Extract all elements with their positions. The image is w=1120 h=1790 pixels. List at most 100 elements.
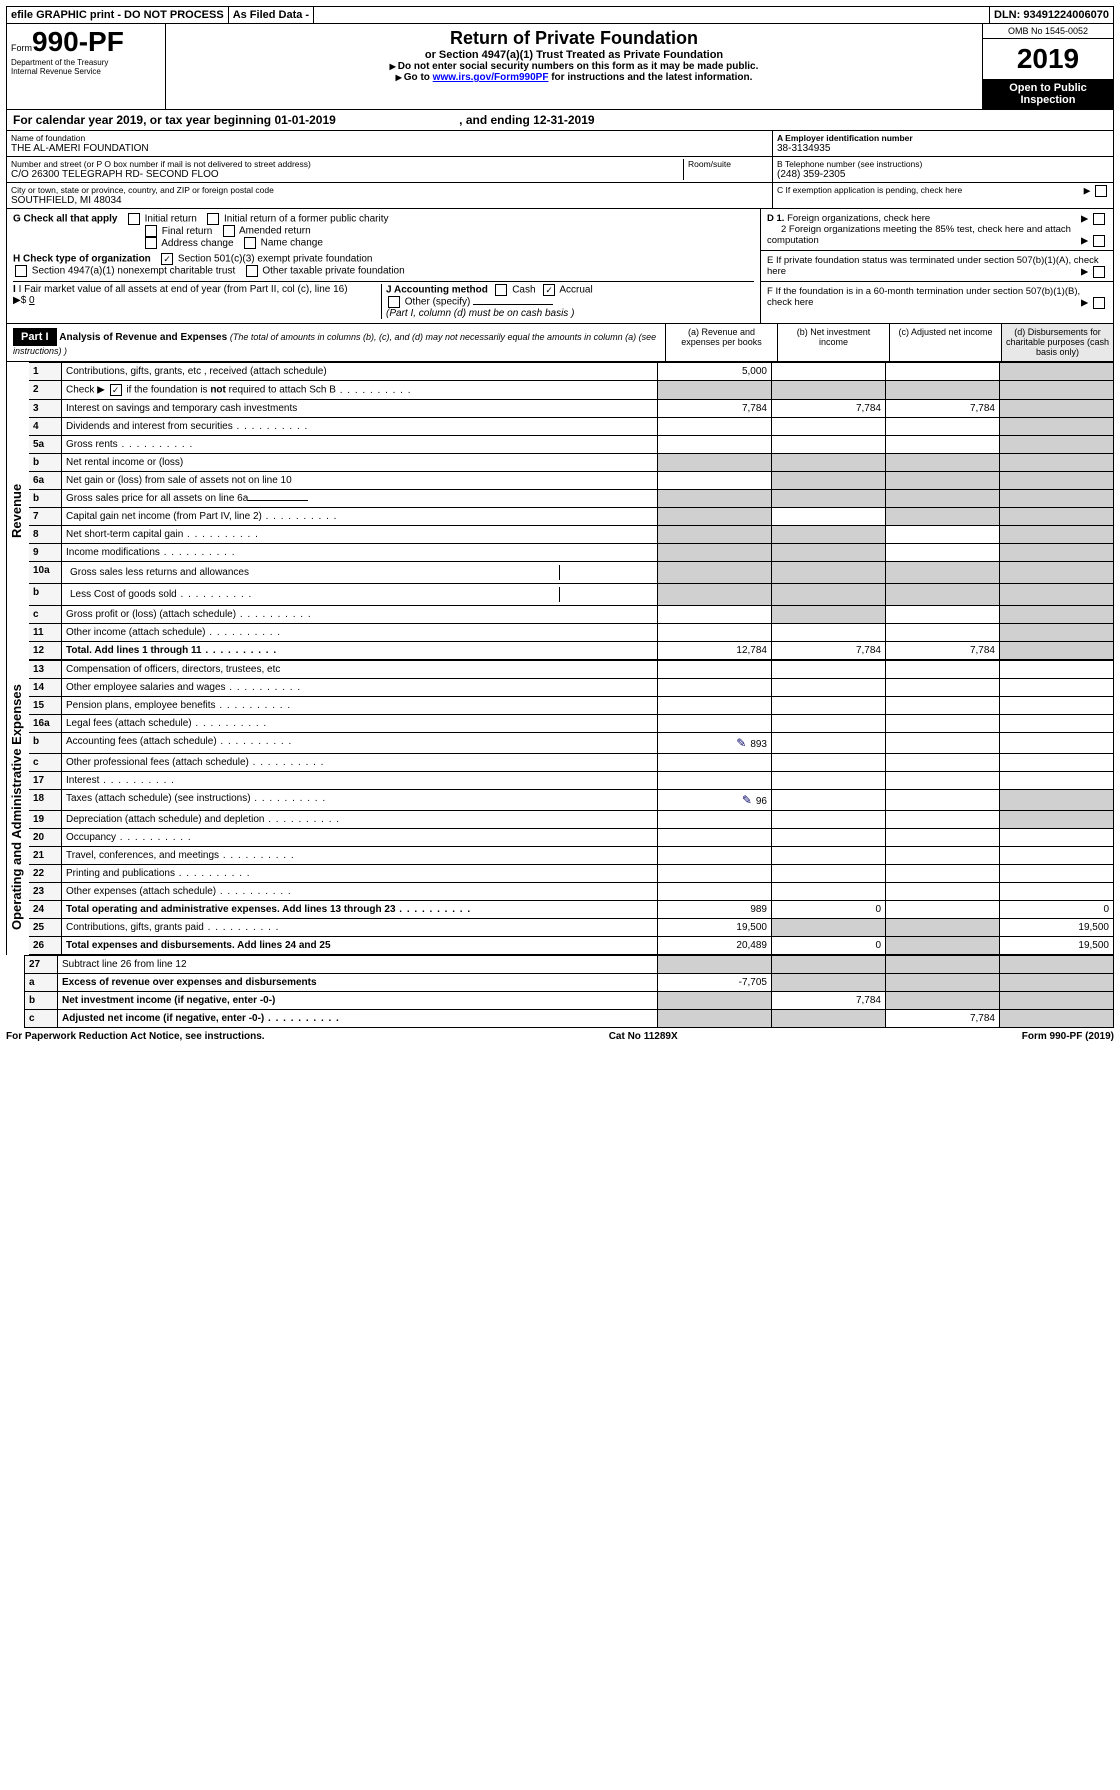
address-change-check[interactable] xyxy=(145,237,157,249)
e-label: E If private foundation status was termi… xyxy=(767,255,1099,277)
room-cell: Room/suite xyxy=(683,159,768,180)
attachment-icon[interactable] xyxy=(742,796,756,807)
tax-year: 2019 xyxy=(983,39,1113,79)
col-c-header: (c) Adjusted net income xyxy=(889,324,1001,361)
exemption-check[interactable] xyxy=(1095,185,1107,197)
initial-return-check[interactable] xyxy=(128,213,140,225)
form-number: 990-PF xyxy=(32,26,124,57)
room-label: Room/suite xyxy=(688,159,768,169)
foreign-85-check[interactable] xyxy=(1093,235,1105,247)
501c3-check[interactable]: ✓ xyxy=(161,253,173,265)
as-filed: As Filed Data - xyxy=(229,7,314,23)
form-word: Form xyxy=(11,43,32,53)
initial-former-check[interactable] xyxy=(207,213,219,225)
page-footer: For Paperwork Reduction Act Notice, see … xyxy=(6,1028,1114,1042)
f-row: F If the foundation is in a 60-month ter… xyxy=(767,286,1107,308)
address: C/O 26300 TELEGRAPH RD- SECOND FLOO xyxy=(11,169,683,180)
calyear-end: , and ending 12-31-2019 xyxy=(459,113,594,127)
footer-right: Form 990-PF (2019) xyxy=(1022,1031,1114,1042)
part1-title: Analysis of Revenue and Expenses xyxy=(59,332,227,343)
irs-link[interactable]: www.irs.gov/Form990PF xyxy=(433,72,549,83)
phone-row: B Telephone number (see instructions) (2… xyxy=(773,157,1113,183)
other-method-check[interactable] xyxy=(388,296,400,308)
j-row: J Accounting method Cash ✓ Accrual Other… xyxy=(381,284,754,319)
foreign-check[interactable] xyxy=(1093,213,1105,225)
fmv-value: 0 xyxy=(29,295,35,306)
col-a-header: (a) Revenue and expenses per books xyxy=(665,324,777,361)
city-row: City or town, state or province, country… xyxy=(7,183,772,208)
form-title: Return of Private Foundation xyxy=(170,28,978,49)
other-taxable-check[interactable] xyxy=(246,265,258,277)
city-value: SOUTHFIELD, MI 48034 xyxy=(11,195,768,206)
address-cell: Number and street (or P O box number if … xyxy=(11,159,683,180)
col-d-header: (d) Disbursements for charitable purpose… xyxy=(1001,324,1113,361)
h-label: H Check type of organization xyxy=(13,254,151,265)
expenses-section: Operating and Administrative Expenses 13… xyxy=(6,660,1114,955)
addr-label: Number and street (or P O box number if … xyxy=(11,159,683,169)
line27-section: 27Subtract line 26 from line 12 aExcess … xyxy=(6,955,1114,1028)
footer-cat: Cat No 11289X xyxy=(609,1031,678,1042)
f-label: F If the foundation is in a 60-month ter… xyxy=(767,286,1080,308)
dept-treasury: Department of the Treasury xyxy=(11,58,108,67)
i-row: I I Fair market value of all assets at e… xyxy=(13,284,381,319)
spacer xyxy=(314,7,990,23)
name-label: Name of foundation xyxy=(11,133,768,143)
calendar-year-row: For calendar year 2019, or tax year begi… xyxy=(6,110,1114,131)
revenue-section: Revenue 1Contributions, gifts, grants, e… xyxy=(6,362,1114,660)
header-left: Form990-PF Department of the Treasury In… xyxy=(7,24,166,109)
ein-row: A Employer identification number 38-3134… xyxy=(773,131,1113,157)
checks-block: G Check all that apply Initial return In… xyxy=(6,209,1114,324)
attachment-icon[interactable] xyxy=(736,739,750,750)
note-ssn: Do not enter social security numbers on … xyxy=(398,61,759,72)
goto-pre: Go to xyxy=(404,72,433,83)
part1-label: Part I xyxy=(13,328,57,346)
g-label: G Check all that apply xyxy=(13,214,117,225)
foundation-name-row: Name of foundation THE AL-AMERI FOUNDATI… xyxy=(7,131,772,157)
g-row: G Check all that apply Initial return In… xyxy=(13,213,754,249)
form-subtitle: or Section 4947(a)(1) Trust Treated as P… xyxy=(170,49,978,61)
h-row: H Check type of organization ✓ Section 5… xyxy=(13,253,754,277)
part1-header: Part I Analysis of Revenue and Expenses … xyxy=(6,324,1114,362)
omb-number: OMB No 1545-0052 xyxy=(983,24,1113,39)
irs-label: Internal Revenue Service xyxy=(11,67,101,76)
cash-check[interactable] xyxy=(495,284,507,296)
entity-info: Name of foundation THE AL-AMERI FOUNDATI… xyxy=(6,131,1114,209)
exemption-label: C If exemption application is pending, c… xyxy=(777,185,962,195)
header-right: OMB No 1545-0052 2019 Open to Public Ins… xyxy=(982,24,1113,109)
footer-left: For Paperwork Reduction Act Notice, see … xyxy=(6,1031,265,1042)
phone-value: (248) 359-2305 xyxy=(777,169,1109,180)
terminated-check[interactable] xyxy=(1093,266,1105,278)
name-change-check[interactable] xyxy=(244,237,256,249)
top-bar: efile GRAPHIC print - DO NOT PROCESS As … xyxy=(6,6,1114,24)
col-b-header: (b) Net investment income xyxy=(777,324,889,361)
exemption-row: C If exemption application is pending, c… xyxy=(773,183,1113,199)
60month-check[interactable] xyxy=(1093,297,1105,309)
revenue-side-label: Revenue xyxy=(6,362,29,660)
form-header: Form990-PF Department of the Treasury In… xyxy=(6,24,1114,110)
ein-label: A Employer identification number xyxy=(777,133,1109,143)
city-label: City or town, state or province, country… xyxy=(11,185,768,195)
efile-notice: efile GRAPHIC print - DO NOT PROCESS xyxy=(7,7,229,23)
j-label: J Accounting method xyxy=(386,285,488,296)
e-row: E If private foundation status was termi… xyxy=(761,250,1113,282)
calyear-start: For calendar year 2019, or tax year begi… xyxy=(13,113,336,127)
revenue-table: 1Contributions, gifts, grants, etc , rec… xyxy=(29,362,1114,660)
final-return-check[interactable] xyxy=(145,225,157,237)
i-label: I Fair market value of all assets at end… xyxy=(19,284,348,295)
foundation-name: THE AL-AMERI FOUNDATION xyxy=(11,143,768,154)
j-note: (Part I, column (d) must be on cash basi… xyxy=(386,308,574,319)
expenses-side-label: Operating and Administrative Expenses xyxy=(6,660,29,955)
dln: DLN: 93491224006070 xyxy=(990,7,1113,23)
goto-post: for instructions and the latest informat… xyxy=(548,72,752,83)
d2-label: 2 Foreign organizations meeting the 85% … xyxy=(767,224,1071,246)
d-row: D 1. Foreign organizations, check here ▶… xyxy=(767,213,1107,246)
amended-check[interactable] xyxy=(223,225,235,237)
line27-table: 27Subtract line 26 from line 12 aExcess … xyxy=(25,955,1114,1028)
phone-label: B Telephone number (see instructions) xyxy=(777,159,1109,169)
expenses-table: 13Compensation of officers, directors, t… xyxy=(29,660,1114,955)
open-public: Open to Public Inspection xyxy=(983,79,1113,109)
accrual-check[interactable]: ✓ xyxy=(543,284,555,296)
4947-check[interactable] xyxy=(15,265,27,277)
header-center: Return of Private Foundation or Section … xyxy=(166,24,982,109)
ein-value: 38-3134935 xyxy=(777,143,1109,154)
